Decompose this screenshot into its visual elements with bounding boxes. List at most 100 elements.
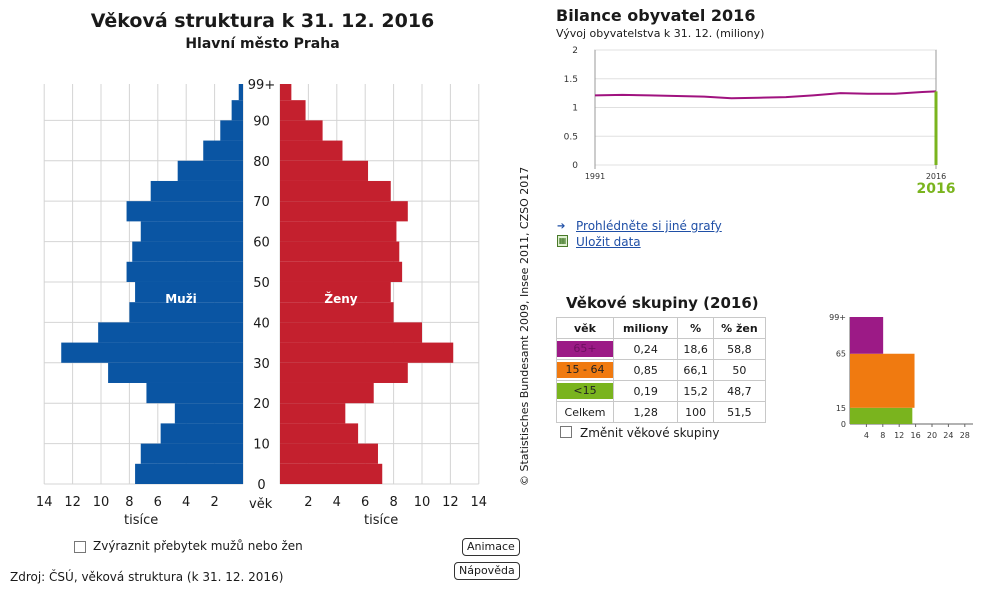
men-bar [174,403,243,424]
women-bar [280,180,391,202]
table-total-row: Celkem 1,28 100 51,5 [556,401,767,423]
x-tick-label-left: 2 [210,495,218,510]
x-tick-label: 12 [894,431,904,440]
men-bar [135,463,243,484]
x-unit-right: tisíce [364,513,399,528]
group-swatch-15-64: 15 - 64 [557,362,613,378]
other-charts-link[interactable]: Prohlédněte si jiné grafy [576,219,722,233]
women-bar [280,84,292,101]
y-tick-label: 99+ [829,313,846,322]
x-tick-label-right: 12 [442,495,459,510]
change-groups-checkbox[interactable] [560,426,572,438]
men-bar [140,221,243,242]
y-tick-label: 0 [572,161,578,171]
cell-percent: 15,2 [677,380,714,402]
x-tick-label: 20 [927,431,937,440]
bilance-title: Bilance obyvatel 2016 [556,6,756,25]
cell-percent: 66,1 [677,359,714,381]
men-bar [177,160,243,181]
x-tick-label-left: 4 [182,495,190,510]
arrow-link-icon: ➔ [557,221,566,232]
cell-total-label: Celkem [556,401,614,423]
cell-millions: 0,85 [612,359,679,381]
y-tick-label: 1.5 [564,75,578,85]
cell-total-percent-women: 51,5 [712,401,767,423]
women-bar [280,322,422,343]
header-millions: miliony [612,317,679,339]
population-pyramid: 0 10 20 30 40 50 60 70 80 90 99+ 14 12 10 8 6 4 2 2 4 6 8 10 12… [36,78,487,510]
men-bar [160,423,243,444]
cell-millions: 0,19 [612,380,679,402]
women-bar [280,201,408,222]
men-bar [140,443,243,464]
highlight-year-label: 2016 [917,181,956,197]
x-tick-label: 4 [864,431,869,440]
x-unit-left: tisíce [124,513,159,528]
y-tick-label: 15 [836,404,846,413]
cell-total-millions: 1,28 [612,401,679,423]
women-bar [280,443,378,464]
y-tick-label: 0 [841,420,846,429]
x-tick-label: 24 [943,431,953,440]
chart-subtitle: Hlavní město Praha [185,36,340,52]
women-bar [280,463,383,484]
x-tick-label-right: 10 [414,495,431,510]
women-bar [280,302,394,323]
table-row: <15 0,19 15,2 48,7 [556,380,767,402]
spreadsheet-icon: ▦ [557,235,568,247]
age-tick-label: 40 [253,316,270,331]
men-bar [98,322,243,343]
age-tick-label: 60 [253,236,270,251]
source-note: Zdroj: ČSÚ, věková struktura (k 31. 12. … [10,570,284,584]
save-data-link[interactable]: Uložit data [576,235,641,249]
x-tick-label-left: 14 [36,495,53,510]
cell-percent-women: 50 [712,359,767,381]
group-swatch-under15: <15 [557,383,613,399]
x-tick-label-right: 6 [361,495,369,510]
x-tick-label: 28 [960,431,970,440]
age-tick-label: 30 [253,357,270,372]
age-groups-table: věk miliony % % žen 65+ 0,24 18,6 58,8 1… [556,317,767,423]
x-tick-label-right: 8 [389,495,397,510]
table-header-row: věk miliony % % žen [556,317,767,339]
age-tick-label: 99+ [248,78,275,93]
age-group-bar [850,317,884,354]
y-tick-label: 2 [572,46,578,56]
age-groups-chart: 0 15 65 99+ 4 8 12 16 20 24 28 [829,313,973,440]
x-tick-label-left: 8 [125,495,133,510]
men-bar [129,302,243,323]
age-group-bar [850,407,913,424]
age-tick-label: 70 [253,195,270,210]
men-bar [61,342,243,363]
population-line [594,90,937,100]
men-bar [146,382,243,404]
men-bar [108,362,243,383]
highlight-surplus-checkbox[interactable] [74,541,86,553]
header-percent-women: % žen [712,317,767,339]
group-swatch-65plus: 65+ [557,341,613,357]
women-bar [280,241,400,262]
table-row: 15 - 64 0,85 66,1 50 [556,359,767,381]
women-label: Ženy [324,291,357,306]
help-button[interactable]: Nápověda [454,562,520,580]
age-tick-label: 20 [253,397,270,412]
men-bar [238,84,243,101]
men-bar [135,281,243,303]
x-tick-label: 2016 [926,172,946,181]
header-percent: % [677,317,714,339]
men-bar [220,120,243,141]
highlight-surplus-label: Zvýraznit přebytek mužů nebo žen [93,539,303,553]
age-tick-label: 80 [253,155,270,170]
women-bar [280,423,359,444]
age-axis-label: věk [249,497,273,512]
age-group-bar [850,353,915,408]
animation-button[interactable]: Animace [462,538,520,556]
women-bar [280,362,408,383]
cell-total-percent: 100 [677,401,714,423]
y-tick-label: 0.5 [564,132,578,142]
x-tick-label: 1991 [585,172,605,181]
men-bar [231,100,243,121]
women-bar [280,221,397,242]
men-bar [203,140,243,161]
